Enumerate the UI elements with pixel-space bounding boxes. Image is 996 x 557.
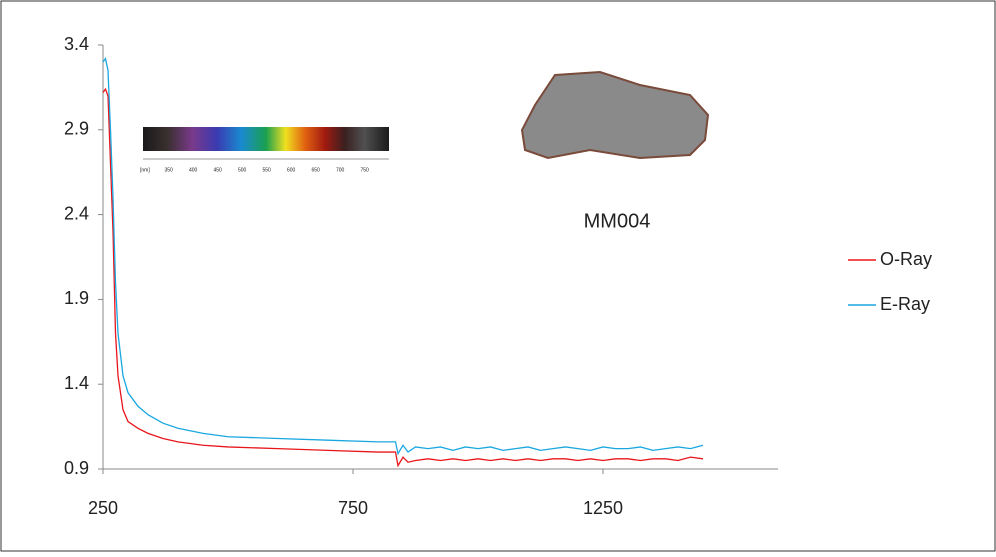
y-tick-label: 2.4	[64, 203, 89, 223]
spectrum-label: [nm]	[140, 167, 150, 173]
y-tick-label: 1.9	[64, 288, 89, 308]
spectrum-label: 700	[336, 167, 345, 173]
annotation: MM004	[584, 210, 651, 232]
spectrum-label: 750	[361, 167, 370, 173]
spectrum-label: 450	[214, 167, 223, 173]
spectrum-label: 350	[165, 167, 174, 173]
y-tick-label: 2.9	[64, 119, 89, 139]
spectrum-label: 500	[238, 167, 247, 173]
series-line	[102, 87, 704, 468]
legend-label: E-Ray	[880, 294, 930, 314]
y-tick-label: 0.9	[64, 458, 89, 478]
legend-label: O-Ray	[880, 249, 932, 269]
x-tick-label: 250	[88, 498, 118, 518]
series-line	[102, 57, 704, 456]
y-tick-label: 3.4	[64, 34, 89, 54]
y-tick-label: 1.4	[64, 373, 89, 393]
sample-photo	[520, 70, 710, 160]
spectrum-label: 600	[287, 167, 296, 173]
spectrum-label: 550	[263, 167, 272, 173]
spectrum-image	[143, 127, 389, 151]
x-tick-label: 750	[338, 498, 368, 518]
x-tick-label: 1250	[583, 498, 623, 518]
spectrum-label: 400	[189, 167, 198, 173]
spectrum-label: 650	[312, 167, 321, 173]
